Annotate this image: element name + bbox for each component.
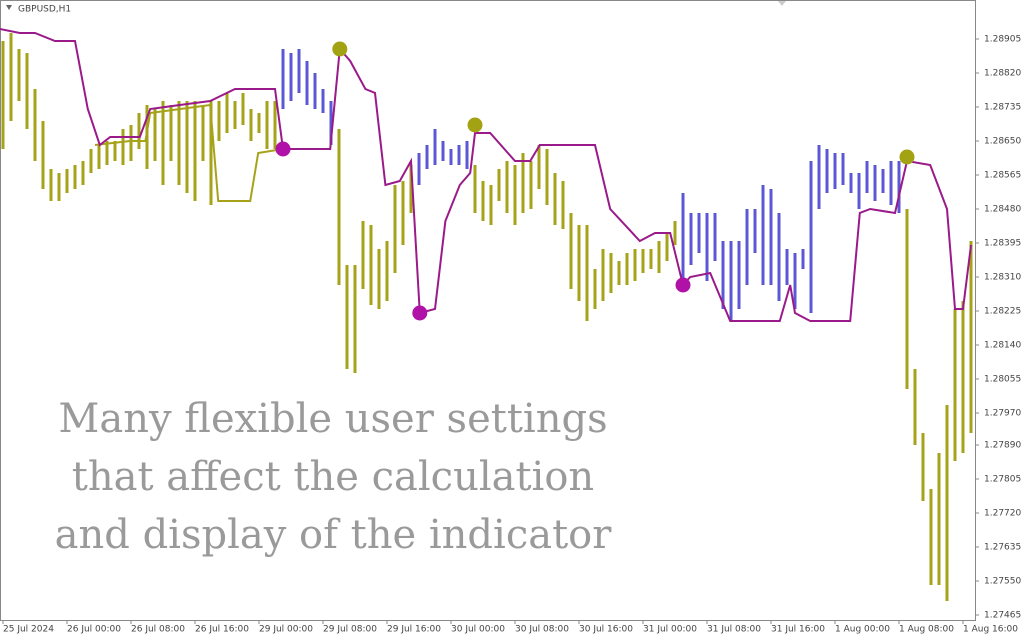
signal-dot — [467, 117, 483, 133]
y-tick-label: 1.28225 — [984, 307, 1021, 317]
x-tick-label: 29 Jul 00:00 — [259, 625, 313, 635]
y-tick-label: 1.28905 — [984, 35, 1021, 45]
annotation: and display of the indicator — [55, 512, 613, 558]
signal-dot — [412, 305, 428, 321]
y-tick-label: 1.28055 — [984, 375, 1021, 385]
x-tick-label: 30 Jul 08:00 — [515, 625, 569, 635]
x-tick-label: 1 Aug 08:00 — [899, 625, 954, 635]
y-tick-label: 1.28395 — [984, 239, 1021, 249]
x-tick-label: 29 Jul 08:00 — [323, 625, 377, 635]
x-tick-label: 31 Jul 08:00 — [707, 625, 761, 635]
y-tick-label: 1.28310 — [984, 273, 1021, 283]
plot — [0, 28, 973, 601]
symbol-icon — [6, 5, 12, 10]
x-tick-label: 31 Jul 16:00 — [771, 625, 825, 635]
x-tick-label: 26 Jul 00:00 — [67, 625, 121, 635]
signal-dot — [332, 41, 348, 57]
y-tick-label: 1.27550 — [984, 577, 1021, 587]
channel-line — [0, 28, 972, 322]
shift-marker — [778, 1, 786, 6]
x-tick-label: 1 Aug 00:00 — [835, 625, 890, 635]
y-tick-label: 1.27970 — [984, 409, 1021, 419]
y-tick-label: 1.28565 — [984, 171, 1021, 181]
y-tick-label: 1.28735 — [984, 103, 1021, 113]
x-tick-label: 30 Jul 16:00 — [579, 625, 633, 635]
y-tick-label: 1.27890 — [984, 441, 1021, 451]
signal-dot — [899, 149, 915, 165]
y-tick-label: 1.28650 — [984, 137, 1021, 147]
y-tick-label: 1.27720 — [984, 509, 1021, 519]
x-tick-label: 29 Jul 16:00 — [387, 625, 441, 635]
x-tick-label: 26 Jul 16:00 — [195, 625, 249, 635]
x-tick-label: 25 Jul 2024 — [3, 625, 54, 635]
y-tick-label: 1.27805 — [984, 475, 1021, 485]
signal-dot — [275, 141, 291, 157]
y-tick-label: 1.28480 — [984, 205, 1021, 215]
x-tick-label: 1 Aug 16:00 — [963, 625, 1018, 635]
x-tick-label: 30 Jul 00:00 — [451, 625, 505, 635]
annotation: Many flexible user settings — [58, 396, 607, 442]
signal-dot — [675, 277, 691, 293]
x-tick-label: 31 Jul 00:00 — [643, 625, 697, 635]
channel-line — [94, 103, 284, 202]
y-tick-label: 1.28140 — [984, 341, 1021, 351]
symbol: GBPUSD,H1 — [18, 5, 71, 15]
annotation: that affect the calculation — [72, 454, 594, 500]
y-tick-label: 1.27465 — [984, 611, 1021, 621]
y-tick-label: 1.27635 — [984, 543, 1021, 553]
y-tick-label: 1.28820 — [984, 69, 1021, 79]
x-tick-label: 26 Jul 08:00 — [131, 625, 185, 635]
